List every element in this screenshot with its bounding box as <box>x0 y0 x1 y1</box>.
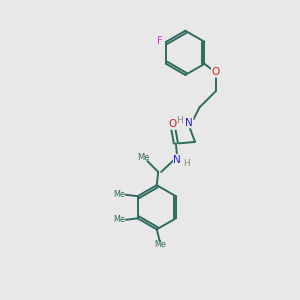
Text: Me: Me <box>137 153 149 162</box>
Text: Me: Me <box>113 215 125 224</box>
Text: Me: Me <box>154 241 166 250</box>
Text: F: F <box>157 36 163 46</box>
Text: N: N <box>173 154 181 165</box>
Text: O: O <box>212 67 220 77</box>
Text: Me: Me <box>113 190 125 199</box>
Text: H: H <box>183 159 190 168</box>
Text: O: O <box>169 119 177 129</box>
Text: N: N <box>185 118 193 128</box>
Text: H: H <box>176 116 183 125</box>
